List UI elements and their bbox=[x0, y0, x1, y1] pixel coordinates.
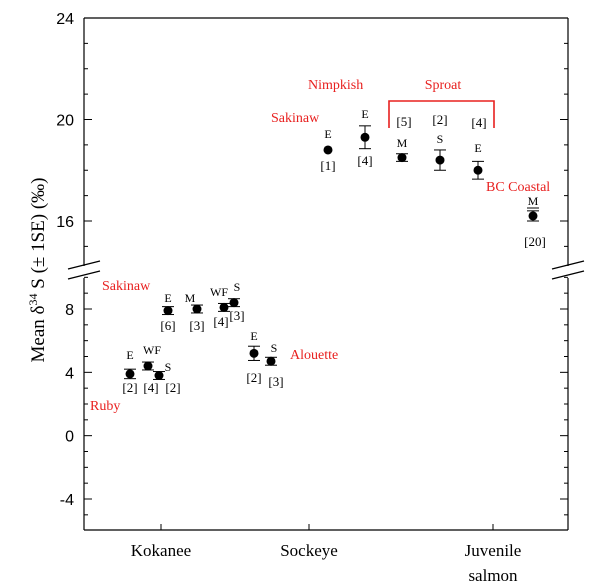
point-label: E bbox=[324, 127, 331, 141]
y-tick-label: -4 bbox=[60, 492, 74, 509]
y-tick-label: 8 bbox=[65, 302, 74, 319]
axis-break-mark-0b bbox=[67, 270, 101, 280]
point-label: WF bbox=[210, 285, 228, 299]
x-category-labels: Kokanee Sockeye Juvenile salmon bbox=[131, 541, 522, 585]
sample-size-label: [1] bbox=[320, 158, 335, 173]
site-annotation: Alouette bbox=[290, 348, 338, 363]
sample-size-label: [2] bbox=[246, 370, 261, 385]
sample-size-label: [20] bbox=[524, 234, 546, 249]
data-point bbox=[323, 145, 333, 155]
point-label: E bbox=[361, 107, 368, 121]
point-label: E bbox=[250, 329, 257, 343]
axis-break-mark-1a bbox=[551, 260, 585, 270]
y-tick-label: 0 bbox=[65, 429, 74, 446]
annotations: Ruby Sakinaw Alouette Sakinaw Nimpkish Sproat… bbox=[90, 78, 550, 414]
site-annotation: Sakinaw bbox=[102, 279, 151, 294]
y-tick-label: 16 bbox=[56, 214, 74, 231]
data-point bbox=[266, 356, 276, 366]
x-category-label: Kokanee bbox=[131, 541, 191, 560]
data-points bbox=[124, 125, 539, 380]
data-point bbox=[397, 153, 407, 163]
site-annotation: Nimpkish bbox=[308, 78, 363, 93]
axis-break-mark-1b bbox=[551, 270, 585, 280]
axes bbox=[66, 17, 586, 531]
sample-size-label: [2] bbox=[165, 380, 180, 395]
data-point bbox=[143, 361, 153, 371]
point-label: S bbox=[437, 132, 444, 146]
data-point bbox=[163, 306, 173, 316]
data-point bbox=[154, 371, 164, 380]
site-annotation: BC Coastal bbox=[486, 180, 550, 195]
axis-break-mask-1 bbox=[550, 266, 586, 278]
data-point bbox=[249, 348, 259, 358]
sample-size-label: [4] bbox=[471, 115, 486, 130]
point-label: M bbox=[528, 194, 539, 208]
point-label: M bbox=[185, 291, 196, 305]
x-category-label: salmon bbox=[468, 566, 518, 585]
data-point bbox=[473, 165, 483, 175]
axis-break-mask-0 bbox=[66, 266, 102, 278]
site-annotation: Sproat bbox=[425, 78, 462, 93]
data-point bbox=[528, 211, 538, 221]
sproat-bracket bbox=[388, 100, 495, 128]
site-annotation: Ruby bbox=[90, 399, 120, 414]
y-tick-label: 24 bbox=[56, 11, 74, 28]
y-tick-label: 4 bbox=[65, 365, 74, 382]
axis-break-mark-0a bbox=[67, 260, 101, 270]
point-label: E bbox=[126, 348, 133, 362]
data-point bbox=[360, 132, 370, 142]
site-annotation: Sakinaw bbox=[271, 111, 320, 126]
data-point bbox=[435, 155, 445, 165]
sample-size-label: [3] bbox=[268, 374, 283, 389]
x-category-label: Juvenile bbox=[465, 541, 522, 560]
y-axis-label: Mean δ34 S (± 1SE) (‰) bbox=[26, 178, 49, 363]
sample-size-label: [4] bbox=[213, 314, 228, 329]
point-label: S bbox=[234, 280, 241, 294]
sample-size-label: [4] bbox=[143, 380, 158, 395]
sample-size-label: [2] bbox=[122, 380, 137, 395]
data-point bbox=[125, 369, 135, 379]
point-label: M bbox=[397, 136, 408, 150]
data-point bbox=[229, 298, 239, 308]
point-label: WF bbox=[143, 343, 161, 357]
y-ticks: -4 0 4 8 16 20 24 bbox=[56, 11, 568, 530]
point-label: E bbox=[164, 291, 171, 305]
sample-size-label: [3] bbox=[189, 318, 204, 333]
sample-size-label: [6] bbox=[160, 318, 175, 333]
y-tick-label: 20 bbox=[56, 113, 74, 130]
point-label: S bbox=[165, 360, 172, 374]
sample-size-label: [3] bbox=[229, 308, 244, 323]
point-label: E bbox=[474, 141, 481, 155]
data-point bbox=[192, 304, 202, 314]
data-point bbox=[219, 302, 229, 312]
sample-size-label: [2] bbox=[432, 112, 447, 127]
labels: E[2]WF[4]S[2]E[6]M[3]WF[4]S[3]E[2]S[3]E[… bbox=[122, 107, 545, 395]
sample-size-label: [4] bbox=[357, 153, 372, 168]
sample-size-label: [5] bbox=[396, 114, 411, 129]
point-label: S bbox=[271, 341, 278, 355]
x-category-label: Sockeye bbox=[280, 541, 338, 560]
